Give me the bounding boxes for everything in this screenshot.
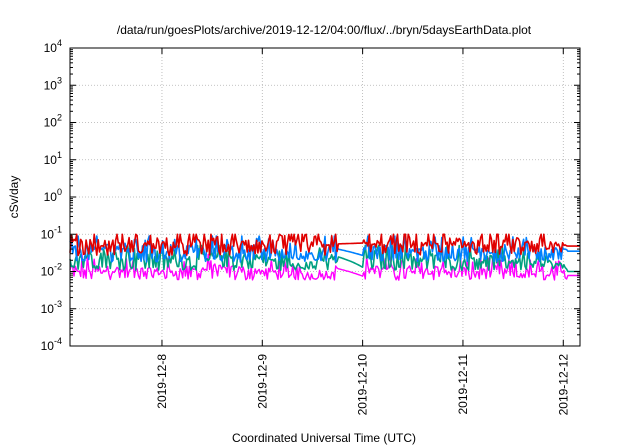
y-tick-exponent: -2 bbox=[54, 262, 62, 272]
y-tick-label: 10-3 bbox=[41, 299, 62, 316]
chart-title: /data/run/goesPlots/archive/2019-12-12/0… bbox=[117, 23, 532, 37]
x-tick-label: 2019-12-8 bbox=[155, 354, 169, 409]
y-axis-label: cSv/day bbox=[7, 176, 21, 219]
series-line bbox=[69, 233, 580, 257]
y-tick-label: 10-2 bbox=[41, 262, 62, 279]
grid bbox=[70, 48, 580, 346]
x-axis: 2019-12-8 2019-12-9 2019-12-10 2019-12-11 20… bbox=[155, 48, 570, 415]
x-tick-label: 2019-12-12 bbox=[556, 354, 570, 416]
y-tick-label: 10-4 bbox=[41, 336, 62, 353]
y-tick-label: 103 bbox=[44, 75, 62, 92]
y-tick-exponent: 0 bbox=[57, 187, 62, 197]
x-tick-label: 2019-12-9 bbox=[255, 354, 269, 409]
y-tick-exponent: 3 bbox=[57, 75, 62, 85]
y-tick-exponent: 1 bbox=[57, 150, 62, 160]
x-tick-label: 2019-12-10 bbox=[356, 354, 370, 416]
y-tick-exponent: 2 bbox=[57, 113, 62, 123]
series-group bbox=[69, 233, 580, 281]
y-tick-label: 101 bbox=[44, 150, 62, 167]
x-tick-label: 2019-12-11 bbox=[456, 354, 470, 415]
y-tick-label: 104 bbox=[44, 38, 62, 55]
y-tick-exponent: -3 bbox=[54, 299, 62, 309]
y-tick-label: 102 bbox=[44, 113, 62, 130]
y-tick-label: 10-1 bbox=[41, 224, 62, 241]
y-tick-exponent: -4 bbox=[54, 336, 62, 346]
y-tick-exponent: -1 bbox=[54, 224, 62, 234]
y-tick-label: 100 bbox=[44, 187, 62, 204]
y-tick-exponent: 4 bbox=[57, 38, 62, 48]
x-axis-label: Coordinated Universal Time (UTC) bbox=[232, 431, 416, 445]
